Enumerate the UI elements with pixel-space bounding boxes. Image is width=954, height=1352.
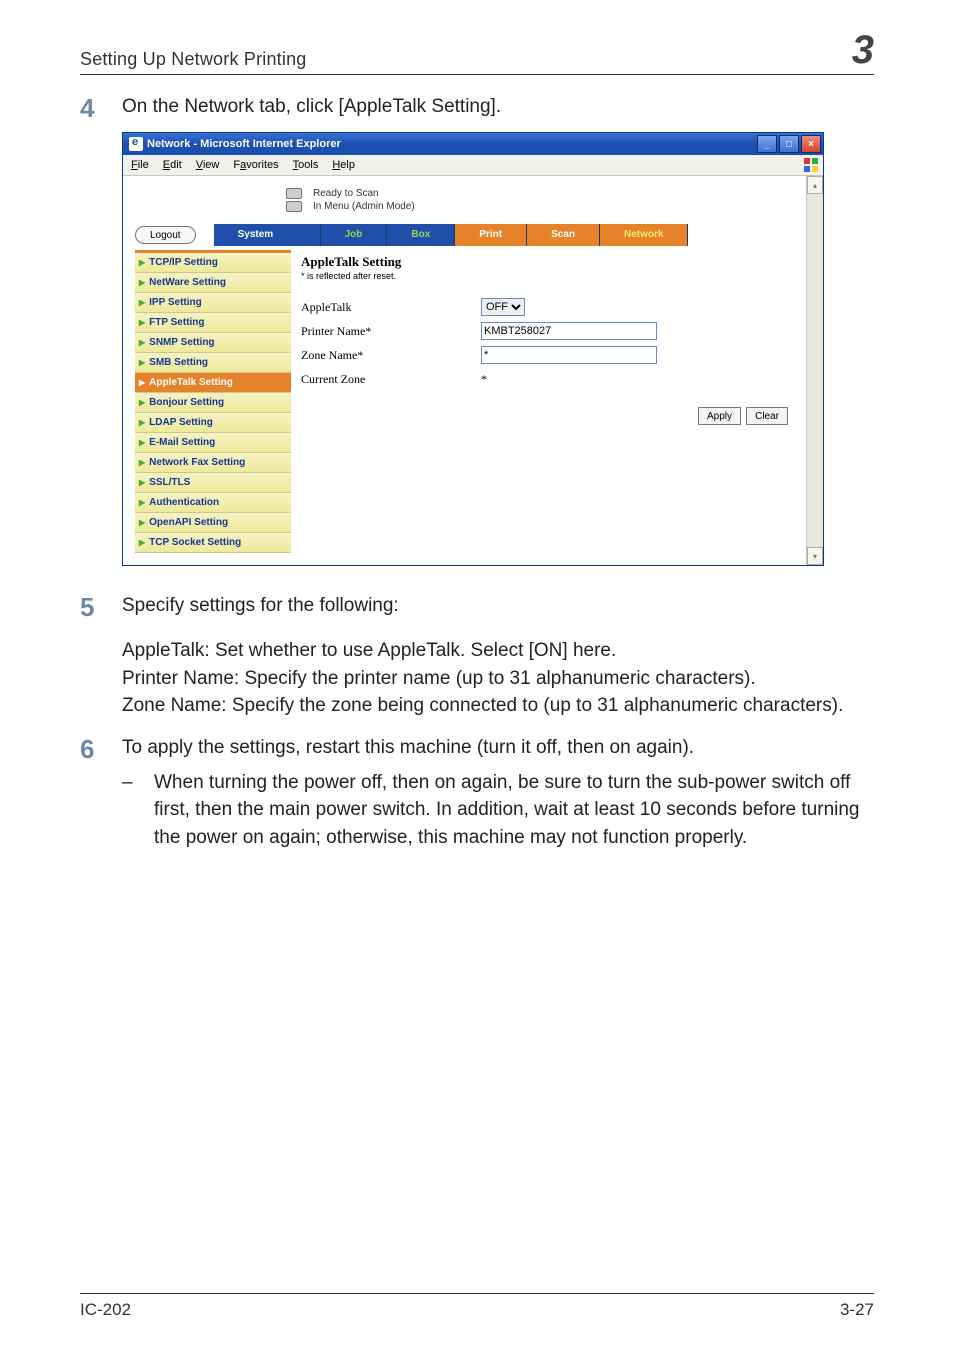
sidebar-item-label: AppleTalk Setting — [149, 377, 233, 388]
tab-job[interactable]: Job — [321, 224, 388, 246]
step5-number: 5 — [80, 592, 122, 623]
label-printer-name: Printer Name* — [301, 324, 481, 339]
step5-line1: AppleTalk: Set whether to use AppleTalk.… — [122, 637, 874, 665]
sidebar: ▶TCP/IP Setting ▶NetWare Setting ▶IPP Se… — [135, 250, 291, 553]
ie-window: Network - Microsoft Internet Explorer _ … — [122, 132, 824, 566]
select-appletalk[interactable]: OFF — [481, 298, 525, 316]
status-line1: Ready to Scan — [313, 188, 415, 199]
chapter-number: 3 — [852, 30, 874, 70]
sidebar-item-email[interactable]: ▶E-Mail Setting — [135, 433, 291, 453]
input-printer-name[interactable] — [481, 322, 657, 340]
tab-system[interactable]: System — [214, 224, 321, 246]
sidebar-item-ldap[interactable]: ▶LDAP Setting — [135, 413, 291, 433]
sidebar-item-openapi[interactable]: ▶OpenAPI Setting — [135, 513, 291, 533]
logout-button[interactable]: Logout — [135, 226, 196, 244]
ie-icon — [129, 137, 143, 151]
sidebar-item-label: FTP Setting — [149, 317, 204, 328]
value-current-zone: * — [481, 372, 487, 387]
step4-number: 4 — [80, 93, 122, 124]
menu-tools[interactable]: Tools — [293, 159, 319, 171]
label-zone-name: Zone Name* — [301, 348, 481, 363]
main-panel: AppleTalk Setting * is reflected after r… — [299, 250, 794, 553]
menu-favorites[interactable]: Favorites — [233, 159, 278, 171]
sidebar-item-snmp[interactable]: ▶SNMP Setting — [135, 333, 291, 353]
menu-help[interactable]: Help — [332, 159, 355, 171]
tab-scan[interactable]: Scan — [527, 224, 600, 246]
footer-right: 3-27 — [840, 1300, 874, 1320]
device-status-icon — [283, 188, 305, 212]
clear-button[interactable]: Clear — [746, 407, 788, 425]
step5-line2: Printer Name: Specify the printer name (… — [122, 665, 874, 693]
close-button[interactable]: × — [801, 135, 821, 153]
scroll-up-icon[interactable]: ▴ — [807, 176, 823, 194]
footer-left: IC-202 — [80, 1300, 131, 1320]
menu-view[interactable]: View — [196, 159, 220, 171]
sidebar-item-label: LDAP Setting — [149, 417, 213, 428]
sidebar-item-label: SSL/TLS — [149, 477, 190, 488]
sidebar-item-netware[interactable]: ▶NetWare Setting — [135, 273, 291, 293]
ie-titlebar: Network - Microsoft Internet Explorer _ … — [123, 133, 823, 155]
sidebar-item-label: IPP Setting — [149, 297, 202, 308]
step6-bullet: When turning the power off, then on agai… — [154, 769, 874, 852]
tab-print[interactable]: Print — [455, 224, 527, 246]
sidebar-item-authentication[interactable]: ▶Authentication — [135, 493, 291, 513]
step5-lead: Specify settings for the following: — [122, 592, 399, 620]
step5-line3: Zone Name: Specify the zone being connec… — [122, 692, 874, 720]
minimize-button[interactable]: _ — [757, 135, 777, 153]
sidebar-item-label: TCP Socket Setting — [149, 537, 241, 548]
apply-button[interactable]: Apply — [698, 407, 741, 425]
label-current-zone: Current Zone — [301, 372, 481, 387]
windows-flag-icon — [803, 157, 819, 173]
step4-text: On the Network tab, click [AppleTalk Set… — [122, 93, 501, 121]
sidebar-item-appletalk[interactable]: ▶AppleTalk Setting — [135, 373, 291, 393]
label-appletalk: AppleTalk — [301, 300, 481, 315]
step6-number: 6 — [80, 734, 122, 765]
sidebar-item-label: OpenAPI Setting — [149, 517, 228, 528]
sidebar-item-tcpip[interactable]: ▶TCP/IP Setting — [135, 253, 291, 273]
menu-file[interactable]: File — [131, 159, 149, 171]
maximize-button[interactable]: □ — [779, 135, 799, 153]
sidebar-item-label: SNMP Setting — [149, 337, 214, 348]
tab-network[interactable]: Network — [600, 224, 688, 246]
sidebar-item-label: Bonjour Setting — [149, 397, 224, 408]
tab-box[interactable]: Box — [387, 224, 455, 246]
step6-lead: To apply the settings, restart this mach… — [122, 734, 694, 762]
sidebar-item-networkfax[interactable]: ▶Network Fax Setting — [135, 453, 291, 473]
section-title: Setting Up Network Printing — [80, 49, 307, 70]
sidebar-item-smb[interactable]: ▶SMB Setting — [135, 353, 291, 373]
ie-menubar: File Edit View Favorites Tools Help — [123, 155, 823, 176]
device-status: Ready to Scan In Menu (Admin Mode) — [283, 188, 794, 212]
sidebar-item-label: TCP/IP Setting — [149, 257, 218, 268]
scrollbar[interactable]: ▴ ▾ — [806, 176, 823, 565]
sidebar-item-tcpsocket[interactable]: ▶TCP Socket Setting — [135, 533, 291, 553]
sidebar-item-label: NetWare Setting — [149, 277, 226, 288]
sidebar-item-label: E-Mail Setting — [149, 437, 215, 448]
sidebar-item-label: Authentication — [149, 497, 219, 508]
sidebar-item-label: Network Fax Setting — [149, 457, 245, 468]
scroll-down-icon[interactable]: ▾ — [807, 547, 823, 565]
menu-edit[interactable]: Edit — [163, 159, 182, 171]
sidebar-item-ipp[interactable]: ▶IPP Setting — [135, 293, 291, 313]
panel-subtitle: * is reflected after reset. — [301, 271, 788, 281]
input-zone-name[interactable] — [481, 346, 657, 364]
ie-title-text: Network - Microsoft Internet Explorer — [147, 138, 341, 150]
status-line2: In Menu (Admin Mode) — [313, 201, 415, 212]
sidebar-item-ftp[interactable]: ▶FTP Setting — [135, 313, 291, 333]
sidebar-item-ssltls[interactable]: ▶SSL/TLS — [135, 473, 291, 493]
sidebar-item-bonjour[interactable]: ▶Bonjour Setting — [135, 393, 291, 413]
bullet-dash: – — [122, 769, 136, 797]
sidebar-item-label: SMB Setting — [149, 357, 208, 368]
panel-title: AppleTalk Setting — [301, 254, 788, 270]
